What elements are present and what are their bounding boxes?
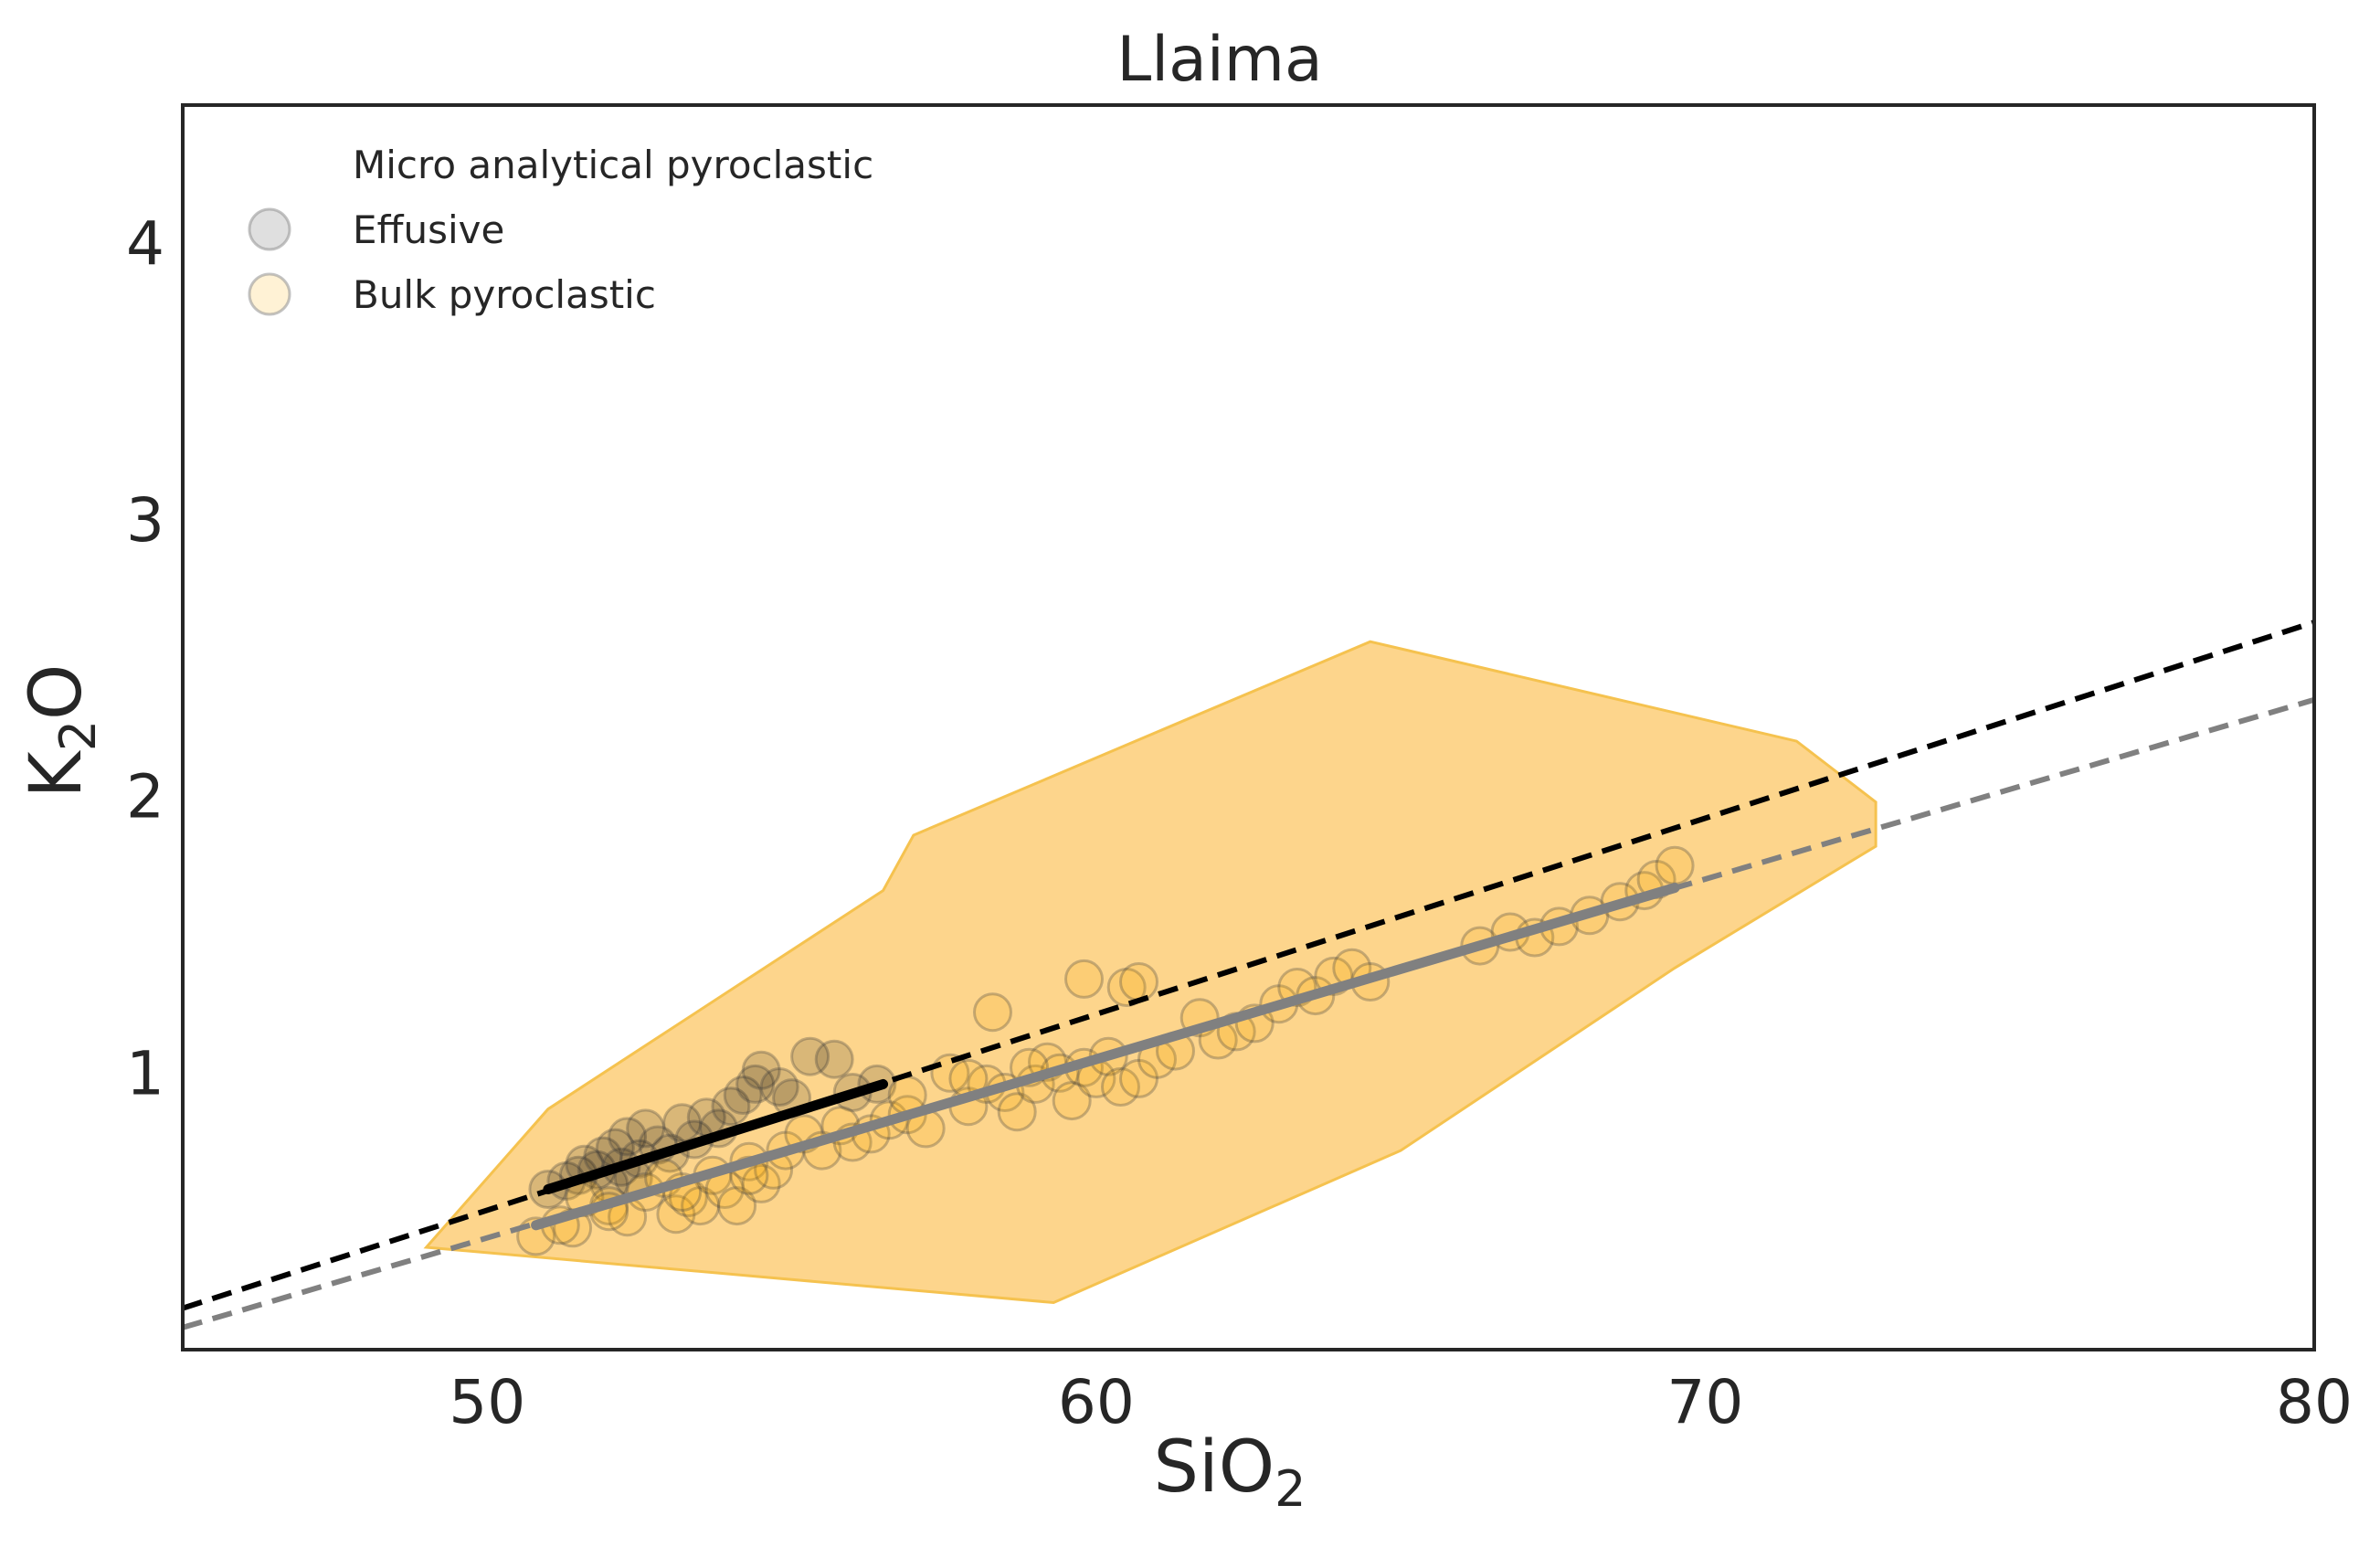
x-tick-label: 60: [1058, 1367, 1135, 1437]
x-tick-label: 70: [1666, 1367, 1743, 1437]
data-point: [662, 1103, 703, 1143]
data-point: [741, 1050, 781, 1090]
trend-line-effusive-fit: [543, 1078, 889, 1194]
data-point: [1052, 1081, 1092, 1121]
legend: Micro analytical pyroclastic Effusive Bulk…: [248, 143, 873, 317]
legend-entry: Effusive: [248, 207, 504, 252]
data-point: [711, 1086, 751, 1127]
legend-label: Bulk pyroclastic: [353, 272, 656, 317]
data-point: [1119, 962, 1158, 1002]
legend-marker: [248, 207, 291, 251]
y-axis-ticks: 1 2 3 4: [126, 208, 164, 1108]
legend-label: Effusive: [353, 207, 504, 252]
data-point: [1101, 1067, 1140, 1107]
data-point: [741, 1163, 781, 1203]
data-point: [1119, 1058, 1158, 1098]
data-point: [973, 992, 1012, 1033]
data-point: [1655, 845, 1695, 885]
data-point: [723, 1076, 763, 1115]
chart-title: Llaima: [1116, 24, 1322, 96]
y-tick-label: 4: [126, 208, 164, 279]
y-tick-label: 3: [126, 485, 164, 556]
trend-line-bulk-fit-extrapolated: [183, 696, 2314, 1330]
y-axis-label-subscript: 2: [49, 720, 107, 751]
legend-marker: [248, 272, 291, 316]
data-point: [656, 1194, 696, 1235]
trend-line-effusive-fit-extrapolated: [183, 620, 2314, 1311]
y-axis-label-suffix: O: [16, 664, 98, 720]
data-point: [735, 1064, 776, 1104]
legend-label: Micro analytical pyroclastic: [353, 143, 873, 187]
x-axis-label: SiO2: [1154, 1426, 1306, 1518]
data-point: [1106, 968, 1147, 1007]
data-point: [681, 1186, 721, 1226]
data-point: [997, 1092, 1037, 1132]
trend-line-bulk-fit: [531, 883, 1680, 1231]
legend-entry: Micro analytical pyroclastic: [353, 143, 873, 187]
data-point: [608, 1117, 648, 1157]
legend-entry: Bulk pyroclastic: [248, 272, 656, 317]
plot-content: [183, 620, 2314, 1330]
data-point: [717, 1186, 757, 1226]
y-tick-label: 2: [126, 762, 164, 832]
x-axis-label-main: SiO: [1154, 1426, 1275, 1509]
x-axis-ticks: 50 60 70 80: [449, 1367, 2353, 1437]
data-point: [626, 1108, 666, 1149]
data-point: [814, 1039, 854, 1079]
y-axis-label-main: K: [16, 749, 98, 798]
y-axis-label: K2O: [16, 664, 107, 799]
bulk-composition-field: [423, 640, 1878, 1305]
x-axis-label-subscript: 2: [1275, 1460, 1306, 1518]
y-tick-label: 1: [126, 1038, 164, 1108]
data-point: [1064, 959, 1104, 999]
x-tick-label: 80: [2276, 1367, 2353, 1437]
plot-frame: [181, 103, 2316, 1351]
x-tick-label: 50: [449, 1367, 525, 1437]
data-point: [759, 1067, 799, 1107]
data-point: [790, 1036, 830, 1076]
plot-area: [183, 620, 2314, 1330]
